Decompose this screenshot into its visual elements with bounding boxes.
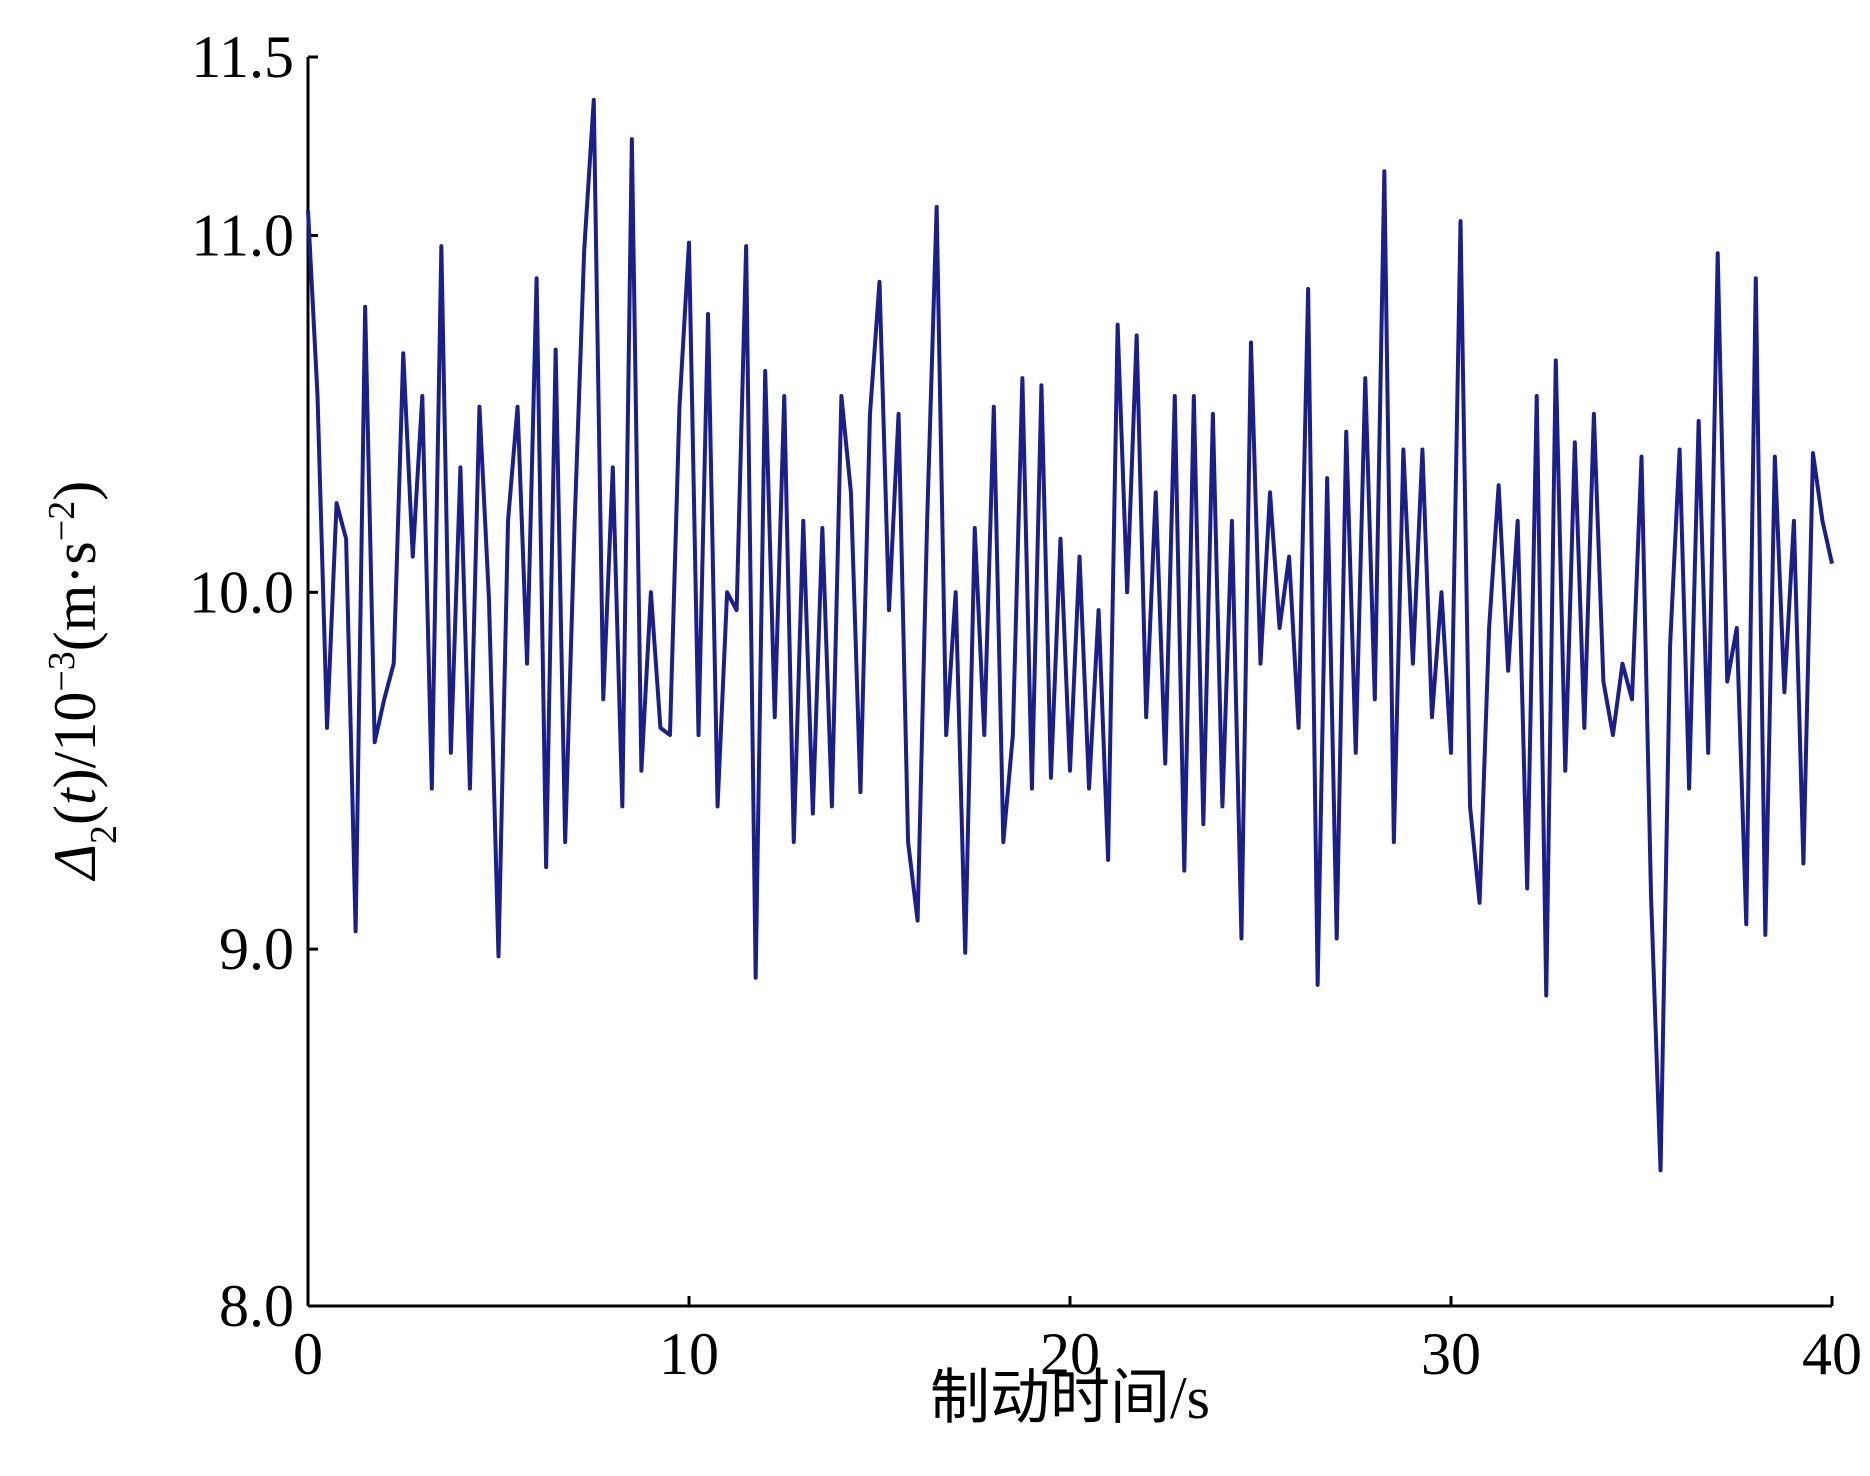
y-label-part: 2 xyxy=(83,825,125,844)
y-label-part: −3 xyxy=(41,651,83,691)
y-axis-label: Δ2(t)/10−3(m·s−2) xyxy=(41,481,125,881)
y-label-part: ) xyxy=(42,481,108,501)
y-label-part: ( xyxy=(42,805,108,825)
x-tick-label: 20 xyxy=(1040,1321,1100,1387)
x-tick-label: 40 xyxy=(1802,1321,1862,1387)
y-label-part: Δ xyxy=(42,844,108,881)
data-line xyxy=(306,97,1834,1173)
y-tick-label: 11.5 xyxy=(191,24,294,90)
y-tick-label: 9.0 xyxy=(219,916,294,982)
y-label-part: (m·s xyxy=(42,541,108,651)
x-axis-label: 制动时间/s xyxy=(930,1365,1210,1431)
y-label-part: t xyxy=(42,787,108,805)
x-tick-label: 10 xyxy=(659,1321,719,1387)
y-label-part: −2 xyxy=(41,501,83,541)
y-label-part: )/10 xyxy=(42,692,108,789)
y-tick-label: 11.0 xyxy=(191,202,294,268)
x-tick-label: 30 xyxy=(1421,1321,1481,1387)
y-tick-label: 10.0 xyxy=(189,559,294,625)
x-tick-label: 0 xyxy=(293,1321,323,1387)
y-tick-label: 8.0 xyxy=(219,1273,294,1339)
